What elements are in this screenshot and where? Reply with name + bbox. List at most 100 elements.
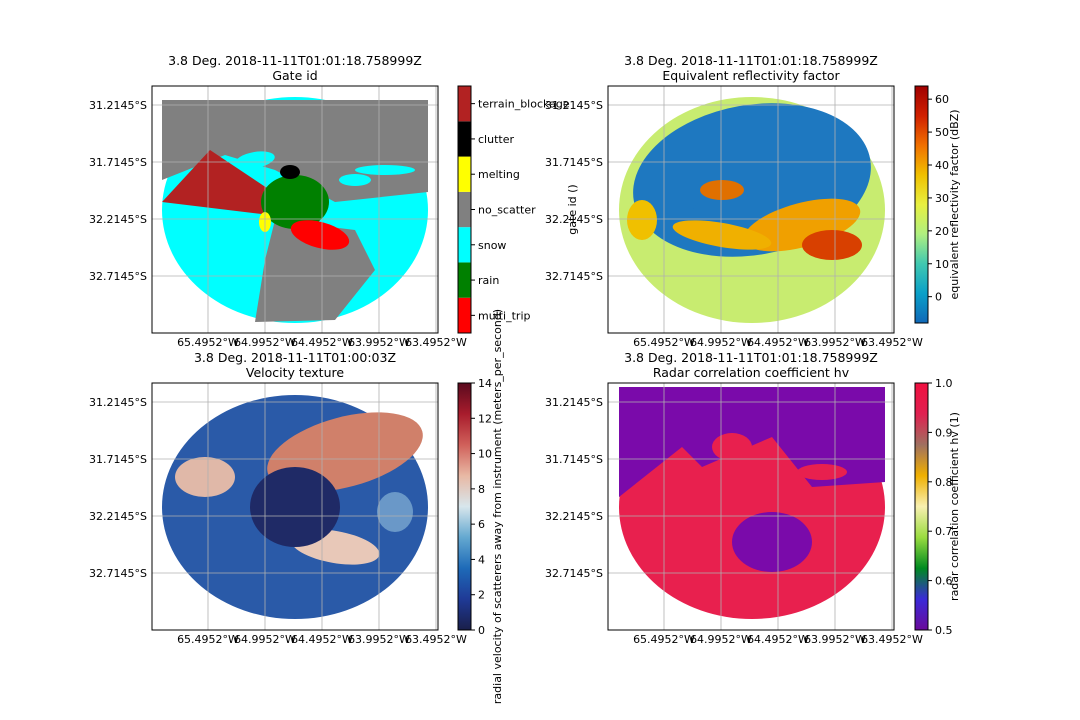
region-multi-trip (290, 220, 350, 250)
y-tick-label: 32.7145°S (89, 270, 147, 283)
colorbar-tick-label: 20 (935, 225, 949, 238)
x-tick-label: 64.9952°W (690, 633, 752, 646)
y-tick-label: 31.2145°S (545, 396, 603, 409)
x-tick-label: 63.4952°W (405, 633, 467, 646)
region-clutter (280, 165, 300, 179)
y-tick-label: 32.7145°S (89, 567, 147, 580)
colorbar-4: 0.5 0.6 0.7 0.8 0.9 1.0 radar correlation coef… (914, 377, 961, 637)
colorbar-tick-label: multi_trip (478, 309, 531, 322)
y-tick-label: 31.2145°S (89, 396, 147, 409)
colorbar-tick-label: 10 (935, 258, 949, 271)
colorbar-tick-label: 10 (478, 448, 492, 461)
region-convective-cell (627, 200, 657, 240)
chart-title: 3.8 Deg. 2018-11-11T01:01:18.758999Z (168, 53, 422, 68)
colorbar-tick-label: 4 (478, 553, 485, 566)
colorbar-segment-terrain-blockage (458, 86, 471, 122)
colorbar-label: radar correlation coefficient hv (1) (948, 412, 961, 601)
y-tick-label: 32.2145°S (545, 213, 603, 226)
x-tick-label: 64.4952°W (747, 633, 809, 646)
radar-field (619, 387, 885, 619)
colorbar-tick-label: 1.0 (935, 377, 953, 390)
region-high-correlation (797, 464, 847, 480)
region-low-correlation (732, 512, 812, 572)
y-tick-label: 31.7145°S (545, 156, 603, 169)
colorbar-frame (914, 85, 929, 324)
colorbar-tick-label: melting (478, 168, 520, 181)
colorbar-tick-label: no_scatter (478, 204, 536, 217)
x-tick-label: 64.4952°W (747, 336, 809, 349)
y-tick-label: 32.2145°S (89, 213, 147, 226)
x-tick-label: 63.9952°W (348, 336, 410, 349)
x-tick-label: 64.4952°W (291, 633, 353, 646)
region-low-texture (250, 467, 340, 547)
colorbar-segment-multi-trip (458, 297, 471, 333)
colorbar-3: 0 2 4 6 8 10 12 14 radial velocity of scatterers… (457, 309, 504, 704)
colorbar-tick-label: 0.8 (935, 476, 953, 489)
x-tick-label: 63.9952°W (348, 633, 410, 646)
x-tick-label: 63.4952°W (405, 336, 467, 349)
colorbar-tick-label: snow (478, 239, 506, 252)
x-tick-label: 65.4952°W (633, 336, 695, 349)
colorbar-tick-label: terrain_blockage (478, 98, 570, 111)
colorbar-segment-clutter (458, 121, 471, 157)
radar-panel-2: 65.4952°W64.9952°W64.4952°W63.9952°W63.4… (545, 53, 923, 349)
colorbar-tick-label: 50 (935, 126, 949, 139)
x-tick-label: 64.9952°W (690, 336, 752, 349)
colorbar-gradient (458, 383, 471, 630)
x-tick-label: 64.9952°W (234, 633, 296, 646)
colorbar-segment-melting (458, 156, 471, 192)
x-tick-label: 63.4952°W (861, 336, 923, 349)
colorbar-gradient (915, 86, 928, 323)
colorbar-tick-label: 0 (935, 291, 942, 304)
chart-subtitle: Equivalent reflectivity factor (662, 68, 840, 83)
region-snow-patch (355, 165, 415, 175)
plot-frame (607, 85, 895, 334)
colorbar-tick-label: 40 (935, 159, 949, 172)
region-rain (261, 175, 329, 229)
x-tick-label: 63.9952°W (804, 633, 866, 646)
x-tick-label: 63.9952°W (804, 336, 866, 349)
colorbar-tick-label: 2 (478, 589, 485, 602)
chart-title: 3.8 Deg. 2018-11-11T01:00:03Z (194, 350, 396, 365)
colorbar-tick-label: 60 (935, 93, 949, 106)
colorbar-gradient (915, 383, 928, 630)
colorbar-tick-label: 14 (478, 377, 492, 390)
chart-subtitle: Velocity texture (246, 365, 344, 380)
chart-title: 3.8 Deg. 2018-11-11T01:01:18.758999Z (624, 350, 878, 365)
colorbar-tick-label: 0.7 (935, 525, 953, 538)
colorbar-frame (457, 85, 472, 334)
region-high-correlation (712, 433, 752, 461)
x-tick-label: 65.4952°W (633, 633, 695, 646)
radar-panel-1: 65.4952°W64.9952°W64.4952°W63.9952°W63.4… (89, 53, 467, 349)
region-high-texture (175, 457, 235, 497)
radar-field (162, 97, 428, 323)
colorbar-segment-no-scatter (458, 191, 471, 228)
colorbar-segment-rain (458, 262, 471, 298)
colorbar-tick-label: 0.6 (935, 575, 953, 588)
y-tick-label: 31.2145°S (89, 99, 147, 112)
y-tick-label: 31.7145°S (545, 453, 603, 466)
plot-frame (607, 382, 895, 631)
colorbar-tick-label: rain (478, 274, 499, 287)
chart-title: 3.8 Deg. 2018-11-11T01:01:18.758999Z (624, 53, 878, 68)
radar-field (619, 97, 885, 323)
y-tick-label: 32.2145°S (545, 510, 603, 523)
colorbar-tick-label: 0.5 (935, 624, 953, 637)
colorbar-tick-label: 30 (935, 192, 949, 205)
plot-frame (151, 85, 439, 334)
y-tick-label: 32.7145°S (545, 270, 603, 283)
region-convective-cell (700, 180, 744, 200)
region-convective-cell (743, 198, 861, 252)
colorbar-label: equivalent reflectivity factor (dBZ) (948, 109, 961, 299)
colorbar-frame (914, 382, 929, 631)
radar-field (162, 395, 428, 619)
radar-panel-3: 65.4952°W64.9952°W64.4952°W63.9952°W63.4… (89, 350, 467, 646)
colorbar-1: multi_trip rain snow no_scatter melting clutt… (457, 85, 579, 334)
colorbar-tick-label: 6 (478, 518, 485, 531)
chart-subtitle: Gate id (272, 68, 317, 83)
y-tick-label: 32.7145°S (545, 567, 603, 580)
y-tick-label: 31.7145°S (89, 453, 147, 466)
y-tick-label: 31.7145°S (89, 156, 147, 169)
colorbar-segment-snow (458, 227, 471, 263)
colorbar-tick-label: 8 (478, 483, 485, 496)
